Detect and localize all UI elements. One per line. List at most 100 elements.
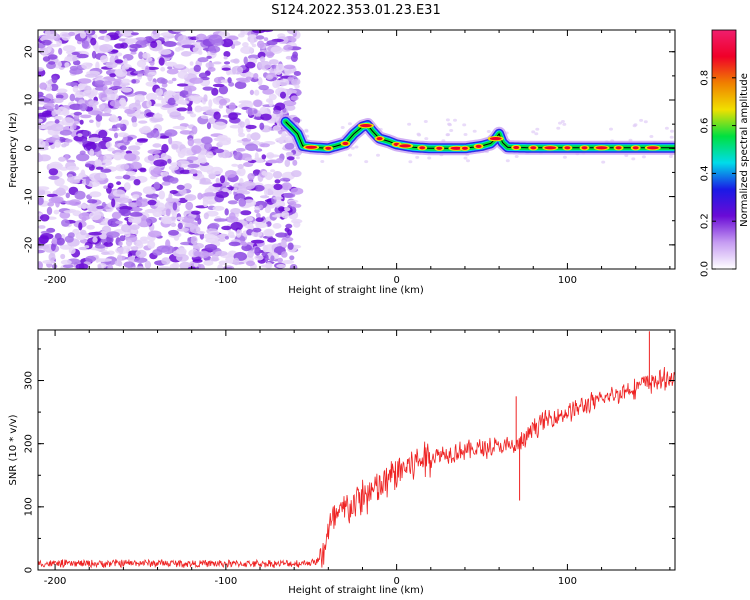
noise-blob (449, 129, 454, 132)
noise-blob (562, 155, 567, 159)
noise-blob (145, 112, 156, 117)
noise-blob (219, 175, 226, 184)
noise-blob (100, 55, 109, 63)
ridge-peak (513, 145, 520, 150)
noise-blob (223, 61, 231, 65)
noise-blob (633, 123, 638, 127)
noise-blob (180, 51, 192, 57)
noise-blob (116, 181, 122, 186)
noise-blob (281, 131, 287, 139)
noise-blob (148, 230, 162, 238)
noise-blob (193, 64, 201, 72)
noise-blob (105, 141, 112, 148)
noise-blob (245, 124, 257, 130)
noise-blob (290, 95, 299, 101)
noise-blob (505, 159, 510, 163)
noise-blob (79, 119, 84, 125)
noise-blob (176, 83, 189, 87)
noise-blob (103, 185, 108, 189)
noise-blob (120, 42, 128, 49)
noise-blob (53, 209, 60, 215)
noise-blob (354, 145, 359, 149)
noise-blob (272, 110, 281, 115)
noise-blob (38, 118, 43, 123)
noise-blob (174, 94, 180, 102)
noise-blob (253, 99, 263, 108)
noise-blob (198, 72, 208, 79)
noise-blob (281, 251, 288, 258)
noise-blob (284, 104, 296, 111)
noise-blob (119, 97, 126, 106)
noise-blob (257, 77, 263, 86)
noise-blob (82, 138, 88, 145)
noise-blob (276, 264, 286, 268)
noise-blob (235, 229, 242, 238)
noise-blob (233, 257, 240, 266)
noise-blob (65, 192, 71, 199)
noise-blob (668, 155, 673, 158)
noise-blob (111, 211, 122, 220)
noise-blob (221, 38, 234, 48)
noise-blob (124, 153, 137, 162)
noise-blob (62, 108, 70, 117)
noise-blob (85, 142, 97, 151)
noise-blob (176, 254, 189, 262)
noise-blob (190, 113, 197, 118)
noise-blob (283, 64, 296, 70)
noise-blob (219, 98, 227, 106)
noise-blob (238, 100, 252, 104)
noise-blob (58, 156, 66, 162)
noise-blob (171, 77, 177, 82)
spectrogram-frame (37, 29, 676, 270)
noise-blob (247, 173, 255, 181)
noise-blob (144, 65, 150, 74)
noise-blob (228, 102, 236, 111)
noise-blob (98, 129, 108, 139)
noise-blob (239, 121, 245, 128)
noise-blob (275, 69, 282, 75)
noise-blob (176, 107, 188, 112)
noise-blob (130, 161, 142, 170)
noise-blob (147, 154, 155, 161)
noise-blob (376, 153, 380, 157)
noise-blob (48, 252, 56, 262)
noise-blob (71, 51, 80, 56)
noise-blob (47, 44, 52, 53)
noise-blob (128, 218, 135, 223)
noise-blob (50, 123, 64, 132)
noise-blob (38, 112, 51, 117)
noise-blob (164, 132, 173, 137)
noise-blob (89, 119, 94, 124)
noise-blob (269, 59, 279, 65)
noise-blob (187, 87, 193, 96)
noise-blob (240, 30, 245, 36)
noise-blob (150, 40, 158, 49)
noise-blob (350, 146, 355, 150)
noise-blob (272, 196, 284, 200)
noise-blob (85, 176, 90, 186)
noise-blob (234, 81, 247, 89)
noise-blob (223, 51, 231, 58)
noise-blob (486, 130, 491, 133)
noise-blob (107, 263, 114, 269)
noise-blob (283, 192, 296, 199)
noise-blob (62, 264, 74, 269)
noise-blob (133, 179, 141, 186)
noise-blob (172, 30, 187, 33)
noise-blob (211, 87, 219, 96)
snr-series-line (38, 366, 675, 569)
noise-blob (259, 195, 270, 199)
noise-blob (293, 71, 301, 76)
noise-blob (258, 204, 263, 209)
noise-blob (38, 91, 44, 97)
noise-blob (146, 92, 158, 102)
noise-blob (188, 95, 195, 102)
noise-blob (534, 132, 539, 136)
noise-blob (101, 201, 106, 208)
noise-blob (244, 157, 253, 162)
noise-blob (266, 74, 273, 80)
noise-blob (189, 77, 204, 84)
noise-blob (47, 54, 58, 60)
noise-blob (556, 126, 561, 130)
